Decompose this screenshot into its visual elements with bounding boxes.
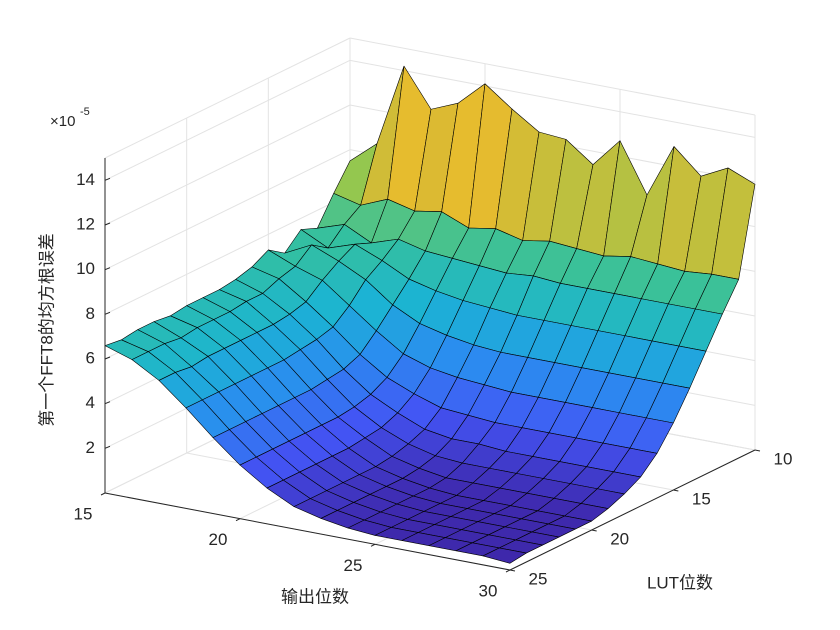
z-tick-label: 10 xyxy=(76,259,95,278)
surface xyxy=(104,65,756,564)
tick-mark xyxy=(673,489,679,492)
z-tick-label: 12 xyxy=(76,214,95,233)
box-edge xyxy=(349,37,756,116)
tick-mark xyxy=(754,449,761,452)
tick-mark xyxy=(104,267,111,271)
x-tick-label: 20 xyxy=(209,530,228,549)
grid-line xyxy=(104,59,351,181)
surface-face xyxy=(482,547,527,564)
tick-mark xyxy=(100,492,106,496)
tick-mark xyxy=(104,311,111,315)
grid-line xyxy=(104,149,351,271)
x-tick-label: 15 xyxy=(74,504,93,523)
tick-mark xyxy=(104,222,111,226)
x-axis-line xyxy=(104,492,511,571)
y-axis-label: LUT位数 xyxy=(647,573,713,592)
tick-mark xyxy=(104,445,111,449)
axes: 15 20 25 30 10 15 20 25 2 4 6 8 10 12 14 xyxy=(74,158,793,600)
y-tick-label: 10 xyxy=(774,449,793,468)
grid-line xyxy=(104,104,351,226)
x-axis-label: 输出位数 xyxy=(281,587,349,606)
grid-line xyxy=(104,193,351,315)
z-tick-label: 14 xyxy=(76,170,95,189)
z-tick-label: 2 xyxy=(86,438,95,457)
y-axis-line xyxy=(509,449,756,571)
tick-mark xyxy=(509,569,516,572)
tick-mark xyxy=(104,401,111,405)
y-tick-label: 25 xyxy=(529,569,548,588)
z-axis-label: 第一个FFT8的均方根误差 xyxy=(37,233,56,427)
z-tick-label: 8 xyxy=(86,304,95,323)
y-tick-label: 15 xyxy=(692,489,711,508)
tick-mark xyxy=(104,356,111,360)
box-edge xyxy=(104,37,351,159)
x-tick-label: 25 xyxy=(344,556,363,575)
x-tick-label: 30 xyxy=(479,581,498,600)
y-tick-label: 20 xyxy=(610,529,629,548)
tick-mark xyxy=(104,177,111,181)
z-multiplier: ×10 xyxy=(50,113,75,130)
z-exponent: -5 xyxy=(80,106,90,118)
grid-line xyxy=(349,59,756,138)
tick-mark xyxy=(591,529,597,532)
z-tick-label: 6 xyxy=(86,348,95,367)
z-tick-label: 4 xyxy=(86,393,95,412)
